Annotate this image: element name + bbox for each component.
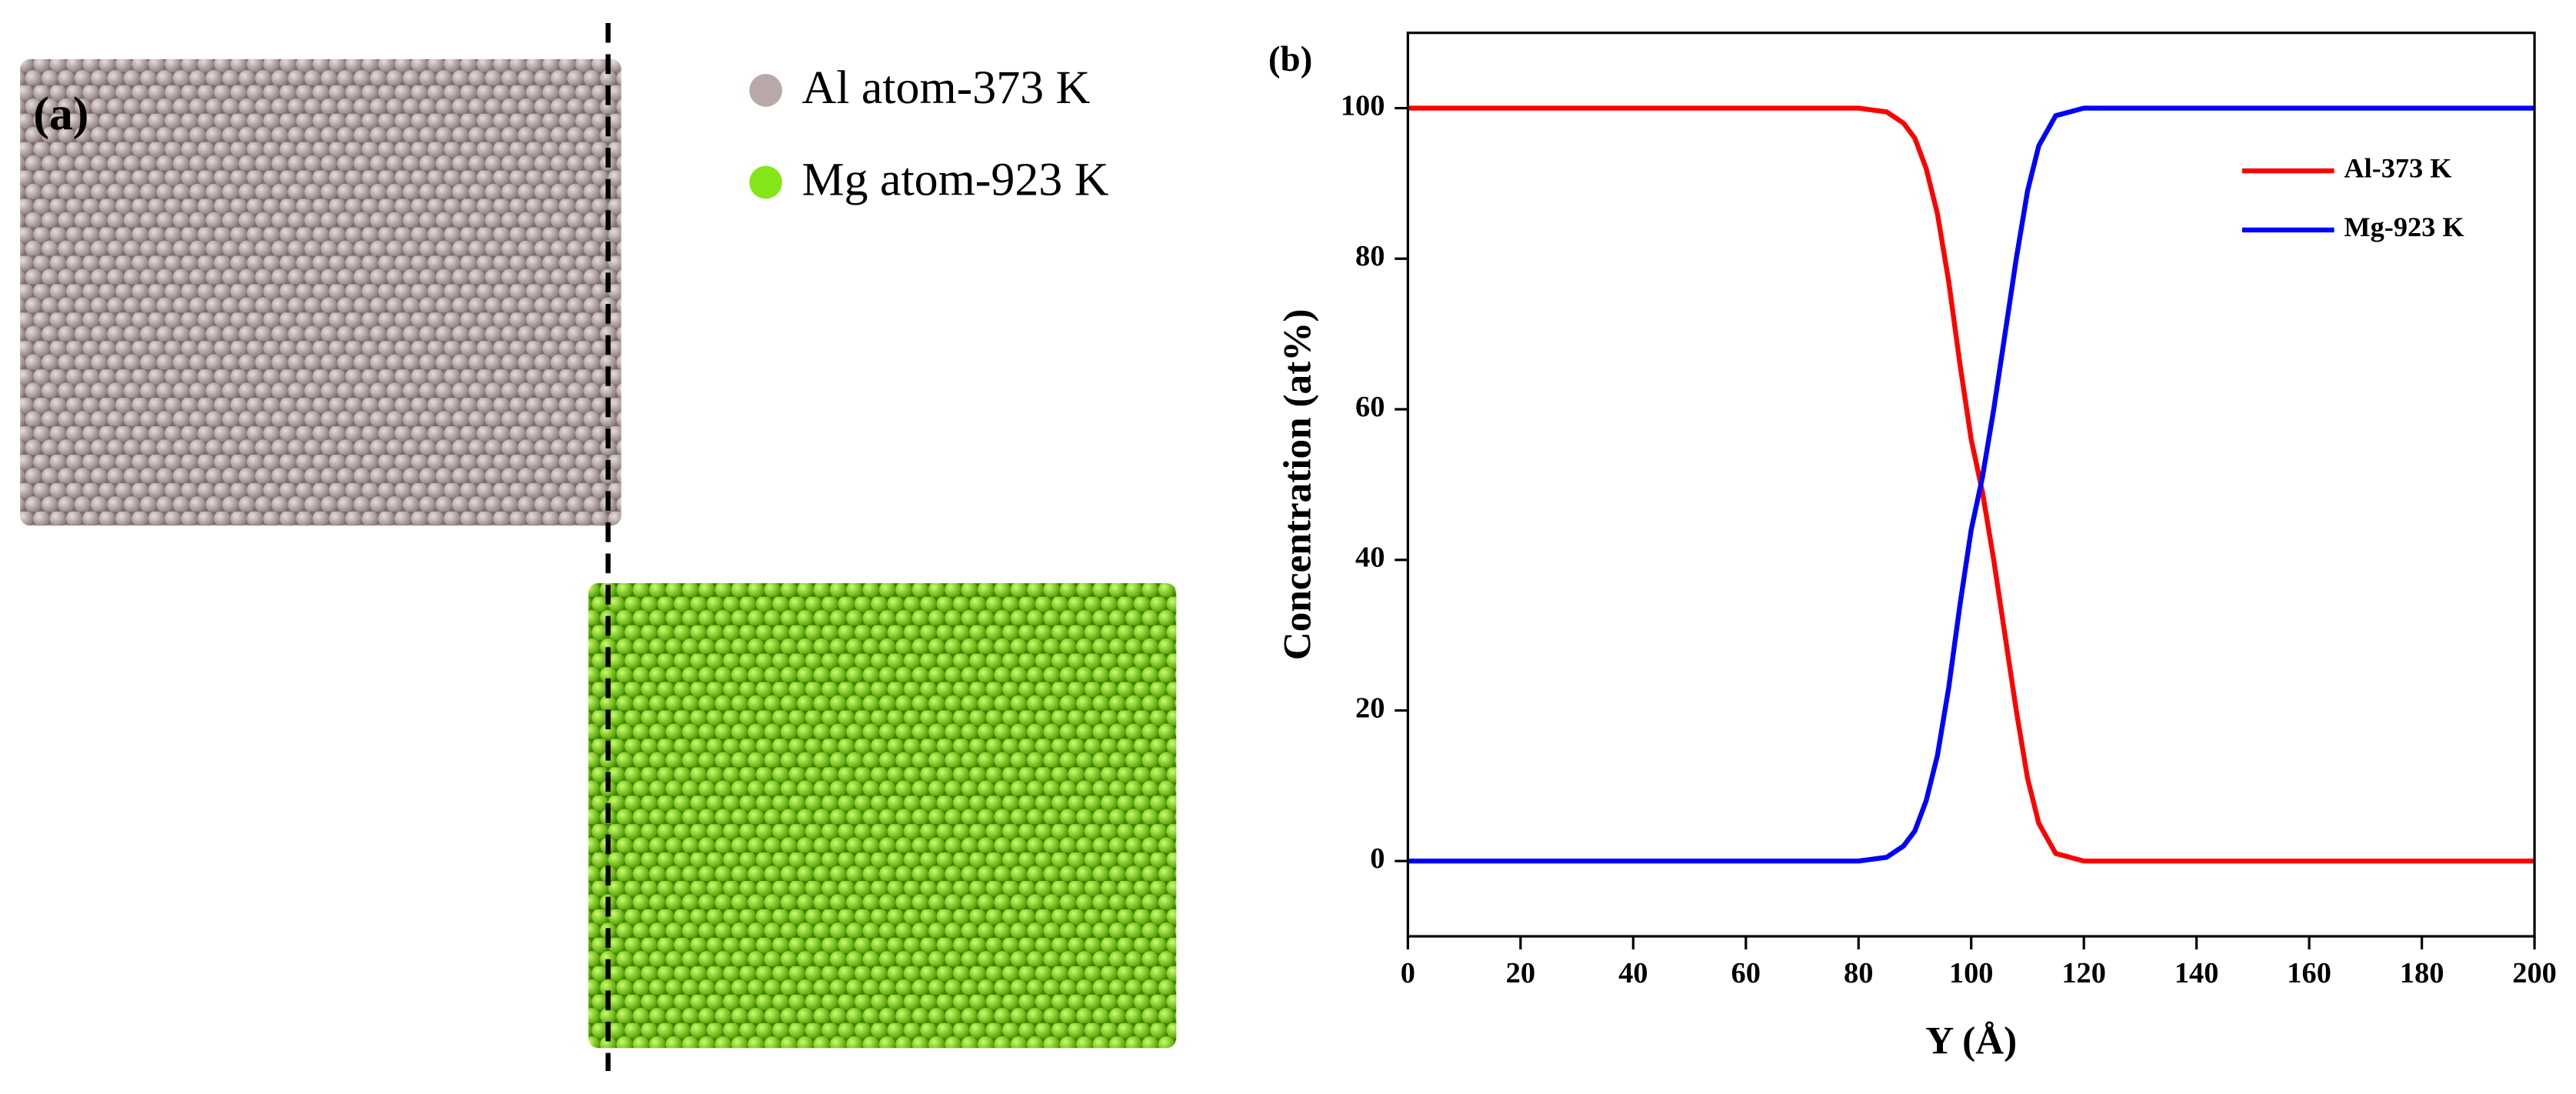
x-tick-label: 200 xyxy=(2512,957,2557,989)
y-tick-label: 60 xyxy=(1355,391,1385,423)
x-tick-label: 20 xyxy=(1506,957,1535,989)
x-tick-label: 40 xyxy=(1618,957,1648,989)
legend-label: Mg-923 K xyxy=(2344,212,2464,242)
series-line xyxy=(1408,105,2535,864)
x-tick-label: 140 xyxy=(2174,957,2219,989)
series-line xyxy=(1408,105,2535,864)
legend-label: Al atom-373 K xyxy=(802,62,1091,114)
legend-swatch xyxy=(749,74,782,107)
y-tick-label: 40 xyxy=(1355,542,1385,574)
y-axis-label: Concentration (at%) xyxy=(1275,309,1319,660)
panel-label: (a) xyxy=(33,88,88,140)
x-tick-label: 160 xyxy=(2287,957,2331,989)
x-tick-label: 0 xyxy=(1401,957,1415,989)
x-tick-label: 80 xyxy=(1844,957,1873,989)
y-tick-label: 20 xyxy=(1355,692,1385,724)
x-axis-label: Y (Å) xyxy=(1925,1019,2017,1063)
legend-label: Al-373 K xyxy=(2344,152,2451,183)
x-tick-label: 60 xyxy=(1731,957,1761,989)
x-tick-label: 120 xyxy=(2061,957,2106,989)
plot-frame xyxy=(1406,32,2536,938)
mg-block xyxy=(588,582,1177,1049)
y-tick-label: 80 xyxy=(1355,240,1385,272)
al-block xyxy=(20,58,622,526)
x-tick-label: 100 xyxy=(1949,957,1994,989)
legend-label: Mg atom-923 K xyxy=(802,153,1109,205)
y-tick-label: 0 xyxy=(1370,842,1385,875)
y-tick-label: 100 xyxy=(1341,89,1385,122)
x-tick-label: 180 xyxy=(2400,957,2444,989)
panel-label: (b) xyxy=(1268,39,1312,79)
legend-swatch xyxy=(749,165,782,199)
